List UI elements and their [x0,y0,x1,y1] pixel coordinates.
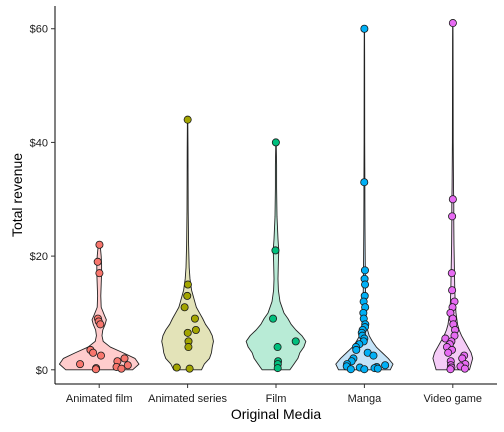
data-point [446,365,455,374]
data-point [273,364,282,373]
data-point [271,246,280,255]
data-point [96,320,105,329]
data-point [460,364,469,373]
data-point [360,266,369,275]
data-point [381,361,390,370]
x-tick-label: Manga [348,393,383,405]
axes-layer: $0 $20 $40 $60 Animated film Animated series… [30,6,497,405]
data-point [273,343,282,352]
data-point [447,269,456,278]
y-tick-label: $40 [30,137,48,149]
data-point [352,345,361,354]
data-point [360,178,369,187]
data-point [291,337,300,346]
data-point [183,291,192,300]
data-point [269,314,278,323]
data-point [185,364,194,373]
violin-film [245,141,307,371]
points-layer [76,19,470,374]
data-point [444,348,453,357]
data-point [448,286,457,295]
x-tick-label: Animated series [148,393,227,405]
y-tick-label: $20 [30,251,48,263]
y-ticks: $0 $20 $40 $60 [30,24,55,377]
data-point [184,343,193,352]
data-point [361,280,370,289]
x-axis-title: Original Media [231,406,321,422]
data-point [448,19,457,28]
data-point [95,240,104,249]
data-point [123,361,132,370]
x-tick-label: Film [266,393,287,405]
data-point [180,303,189,312]
x-tick-label: Video game [424,393,483,405]
x-tick-label: Animated film [66,393,133,405]
data-point [172,363,181,372]
data-point [346,365,355,374]
data-point [95,269,104,278]
data-point [448,195,457,204]
data-point [117,364,126,373]
data-point [183,280,192,289]
data-point [93,257,102,266]
data-point [360,24,369,33]
data-point [448,212,457,221]
y-tick-label: $0 [36,365,48,377]
data-point [191,325,200,334]
x-ticks: Animated film Animated series Film Manga Vid… [66,384,482,405]
data-point [76,360,85,369]
data-point [96,351,105,360]
data-point [373,364,382,373]
data-point [91,365,100,374]
data-point [271,138,280,147]
y-axis-title: Total revenue [9,153,25,237]
data-point [190,314,199,323]
data-point [360,365,369,374]
data-point [89,348,98,357]
data-point [183,328,192,337]
violins-layer [58,22,474,371]
data-point [120,354,129,363]
data-point [369,351,378,360]
data-point [183,115,192,124]
y-tick-label: $60 [30,24,48,36]
